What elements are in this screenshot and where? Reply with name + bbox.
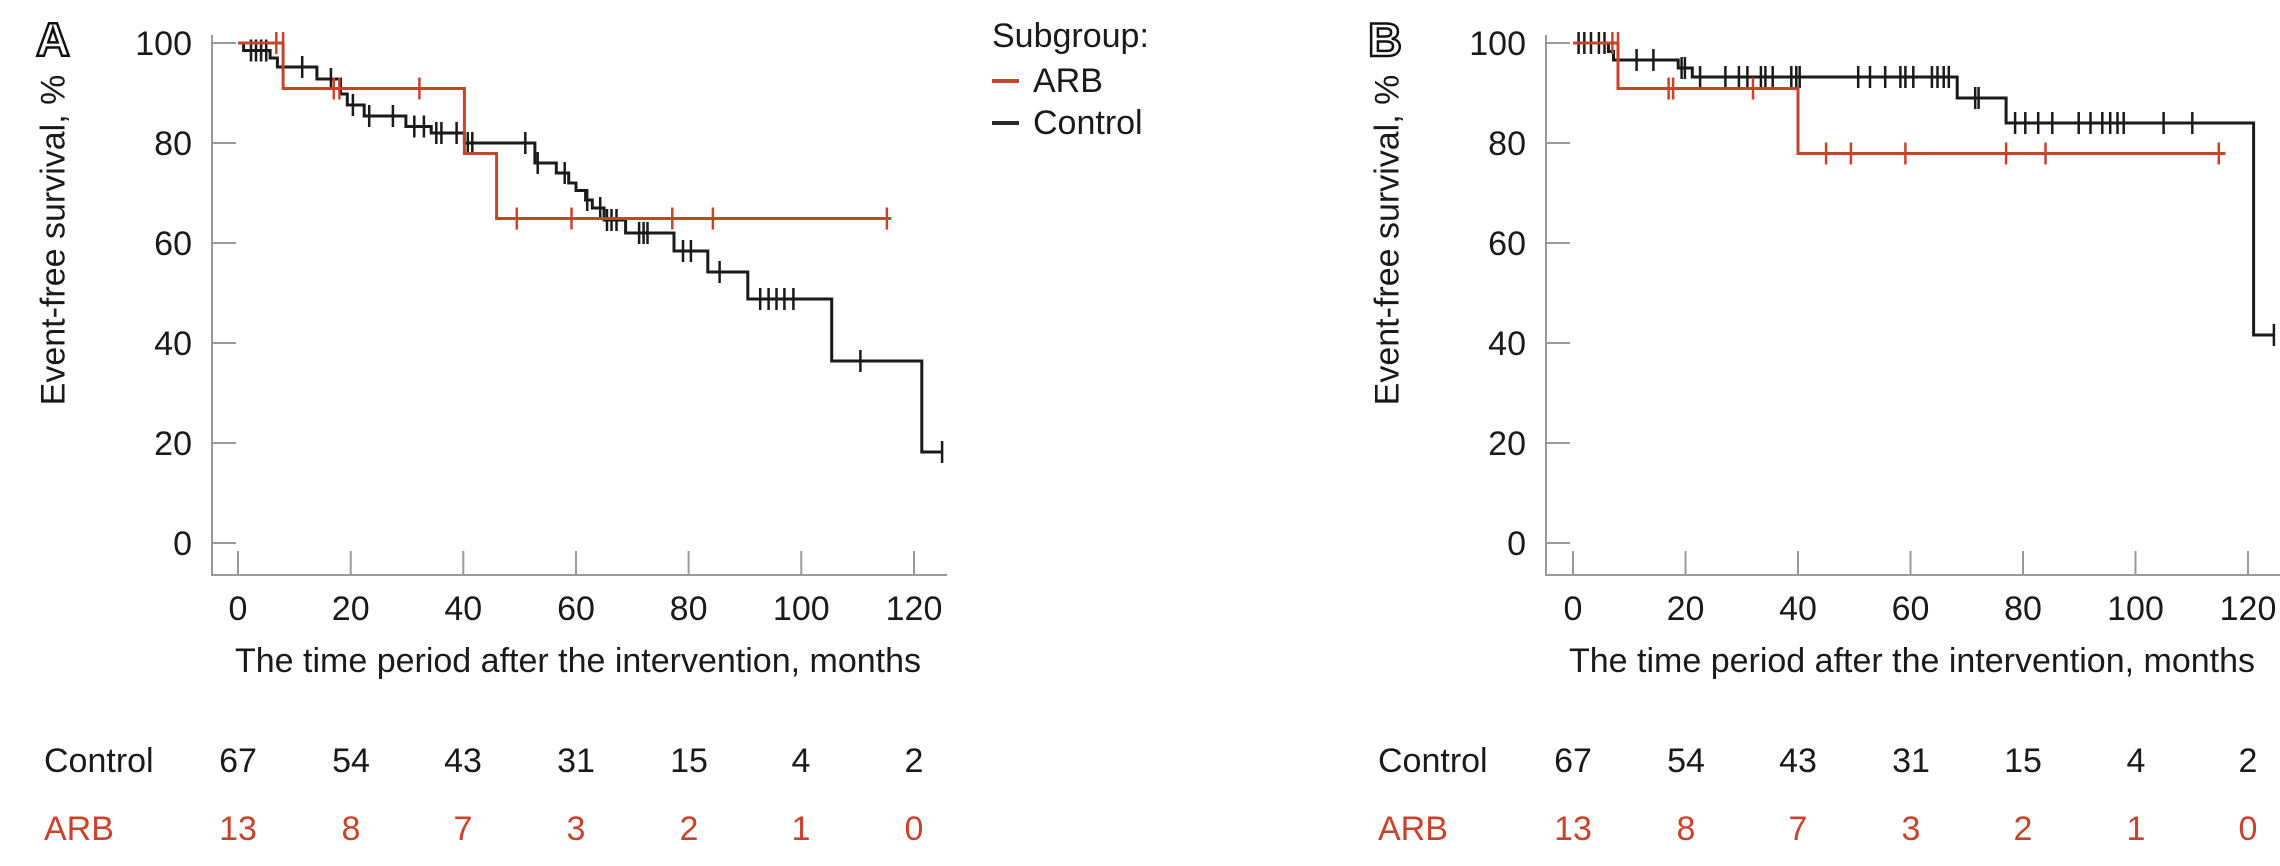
risk-value: 13 — [219, 810, 257, 848]
risk-value: 43 — [444, 742, 482, 780]
risk-value: 2 — [904, 742, 924, 780]
x-tick-label: 40 — [444, 590, 482, 628]
risk-row-label-control: Control — [44, 742, 154, 780]
legend-title: Subgroup: — [992, 17, 1149, 55]
risk-value: 67 — [1554, 742, 1592, 780]
risk-row-label-arb: ARB — [44, 810, 114, 848]
risk-value: 2 — [2238, 742, 2258, 780]
risk-value: 1 — [791, 810, 811, 848]
y-tick-label: 60 — [154, 225, 192, 263]
x-tick-label: 20 — [1667, 590, 1705, 628]
y-tick-label: 100 — [1469, 25, 1526, 63]
panel-b-letter: B — [1367, 12, 1403, 68]
censor-ticks-control — [1577, 32, 2276, 346]
x-tick-label: 0 — [229, 590, 248, 628]
panel-a-letter: A — [35, 12, 71, 68]
risk-value: 54 — [1667, 742, 1705, 780]
arb-line-swatch-icon — [992, 79, 1019, 83]
y-tick-label: 20 — [1488, 425, 1526, 463]
risk-value: 8 — [341, 810, 361, 848]
x-tick-label: 100 — [2107, 590, 2164, 628]
x-tick-label: 60 — [1892, 590, 1930, 628]
risk-value: 1 — [2126, 810, 2146, 848]
legend-label-arb: ARB — [1033, 61, 1103, 100]
y-tick-label: 40 — [1488, 325, 1526, 363]
risk-value: 2 — [679, 810, 699, 848]
km-curve-control — [238, 41, 943, 454]
km-curve-arb — [1573, 41, 2226, 155]
y-tick-label: 100 — [135, 25, 192, 63]
risk-value: 43 — [1779, 742, 1817, 780]
legend-label-control: Control — [1033, 103, 1143, 142]
y-tick-label: 80 — [1488, 125, 1526, 163]
censor-ticks-arb — [275, 32, 889, 230]
risk-value: 3 — [566, 810, 586, 848]
risk-row-label-arb: ARB — [1378, 810, 1448, 848]
risk-value: 7 — [1788, 810, 1808, 848]
axis-lines — [1545, 35, 2280, 576]
y-tick-label: 60 — [1488, 225, 1526, 263]
legend-item-control: Control — [992, 102, 1312, 144]
km-curve-arb — [238, 41, 892, 220]
risk-row-label-control: Control — [1378, 742, 1488, 780]
risk-value: 31 — [557, 742, 595, 780]
y-tick-label: 20 — [154, 425, 192, 463]
x-tick-label: 120 — [886, 590, 943, 628]
y-axis-title-panel-a: Event-free survival, % — [34, 74, 73, 406]
x-tick-label: 60 — [557, 590, 595, 628]
axis-lines — [211, 35, 947, 576]
risk-value: 2 — [2013, 810, 2033, 848]
risk-value: 54 — [332, 742, 370, 780]
x-tick-label: 40 — [1779, 590, 1817, 628]
y-tick-label: 80 — [154, 125, 192, 163]
km-curve-control — [1573, 41, 2274, 337]
risk-value: 0 — [2238, 810, 2258, 848]
risk-value: 7 — [453, 810, 473, 848]
x-tick-label: 80 — [670, 590, 708, 628]
risk-value: 8 — [1676, 810, 1696, 848]
censor-ticks-arb — [1611, 32, 2221, 165]
tick-labels-panel-A: 0 20 40 60 80 100 0 20 40 60 80 100 120 — [135, 25, 942, 628]
risk-value: 0 — [904, 810, 924, 848]
risk-value: 13 — [1554, 810, 1592, 848]
x-tick-label: 120 — [2220, 590, 2277, 628]
risk-value: 15 — [670, 742, 708, 780]
x-tick-label: 80 — [2004, 590, 2042, 628]
axes-panel-B — [1545, 35, 2280, 576]
y-axis-title-panel-b: Event-free survival, % — [1368, 74, 1407, 406]
control-line-swatch-icon — [992, 121, 1019, 125]
risk-value: 3 — [1901, 810, 1921, 848]
legend: Subgroup: ARB Control — [992, 16, 1312, 144]
x-tick-label: 20 — [332, 590, 370, 628]
risk-value: 4 — [791, 742, 811, 780]
legend-item-arb: ARB — [992, 60, 1312, 102]
x-axis-title-panel-b: The time period after the intervention, … — [1568, 642, 2256, 680]
risk-value: 31 — [1892, 742, 1930, 780]
risk-value: 4 — [2126, 742, 2146, 780]
x-tick-label: 100 — [773, 590, 830, 628]
risk-value: 15 — [2004, 742, 2042, 780]
y-tick-label: 40 — [154, 325, 192, 363]
x-tick-label: 0 — [1564, 590, 1583, 628]
risk-value: 67 — [219, 742, 257, 780]
tick-labels-panel-B: 0 20 40 60 80 100 0 20 40 60 80 100 120 — [1469, 25, 2276, 628]
censor-ticks-control — [249, 39, 944, 463]
x-axis-title-panel-a: The time period after the intervention, … — [234, 642, 922, 680]
axes-panel-A — [211, 35, 947, 576]
y-tick-label: 0 — [173, 525, 192, 563]
y-tick-label: 0 — [1507, 525, 1526, 563]
